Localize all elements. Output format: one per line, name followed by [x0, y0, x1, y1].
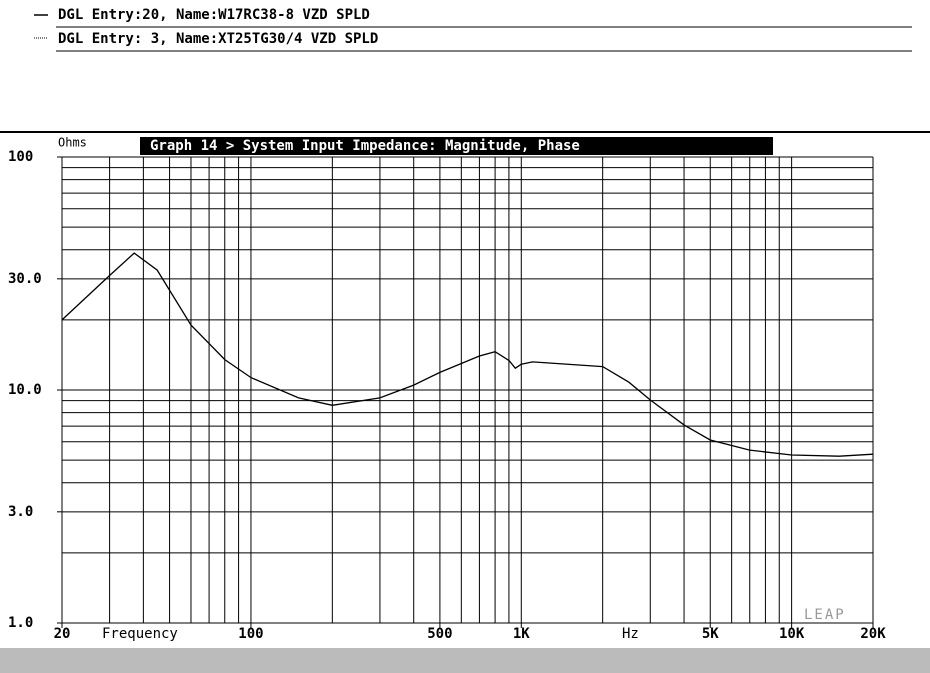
title-box [140, 137, 773, 155]
x-tick-label: 20K [860, 626, 886, 642]
legend-entry: DGL Entry:20, Name:W17RC38-8 VZD SPLD [58, 7, 370, 23]
x-tick-label: 500 [427, 626, 452, 642]
y-tick-label: 3.0 [8, 504, 33, 520]
x-tick-label: 5K [702, 626, 719, 642]
x-tick-label: 20 [54, 626, 71, 642]
y-axis-label: Ohms [58, 136, 87, 150]
y-tick-label: 1.0 [8, 615, 33, 631]
impedance-curve [61, 252, 874, 457]
logo: LEAP [804, 607, 846, 623]
y-tick-label: 10.0 [8, 382, 42, 398]
bottom-band [0, 648, 930, 673]
x-tick-label: 10K [779, 626, 805, 642]
legend-entry: DGL Entry: 3, Name:XT25TG30/4 VZD SPLD [58, 31, 378, 47]
x-axis-label: Frequency [102, 626, 178, 642]
x-tick-label: 100 [238, 626, 263, 642]
x-tick-label: 1K [513, 626, 530, 642]
x-unit-label: Hz [622, 626, 639, 642]
chart-title: Graph 14 > System Input Impedance: Magni… [150, 138, 580, 154]
y-tick-label: 100 [8, 149, 33, 165]
y-tick-label: 30.0 [8, 271, 42, 287]
